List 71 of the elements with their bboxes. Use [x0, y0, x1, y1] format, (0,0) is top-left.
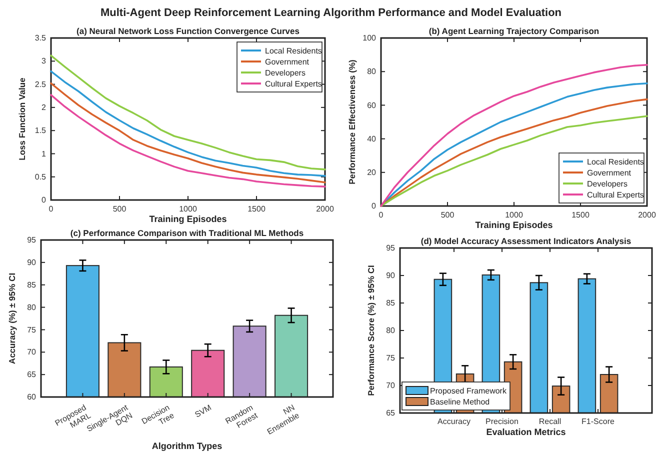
- line-series: [50, 54, 326, 170]
- y-tick-label: 3.5: [34, 34, 47, 43]
- legend-label: Government: [587, 168, 632, 178]
- y-axis-title: Loss Function Value: [17, 77, 27, 160]
- legend-label: Proposed Framework: [430, 386, 508, 396]
- y-tick-label: 60: [27, 392, 37, 402]
- chart-title: (a) Neural Network Loss Function Convergence Curves: [76, 26, 300, 36]
- legend-label: Developers: [587, 180, 628, 188]
- y-tick-label: 75: [386, 354, 396, 363]
- y-tick-label: 70: [27, 348, 37, 357]
- y-tick-label: 65: [386, 408, 396, 418]
- y-axis-title: Performance Score (%) ± 95% CI: [366, 265, 376, 396]
- legend-label: Baseline Method: [430, 398, 490, 406]
- y-tick-label: 3: [42, 56, 47, 66]
- y-tick-label: 80: [27, 302, 37, 312]
- y-tick-label: 95: [27, 236, 37, 245]
- y-axis-title: Performance Effectiveness (%): [347, 59, 357, 184]
- chart-title: (c) Performance Comparison with Traditional ML Methods: [70, 228, 304, 238]
- x-tick-label: 0: [48, 204, 54, 214]
- y-tick-label: 2.5: [34, 80, 47, 89]
- y-tick-label: 85: [27, 280, 37, 290]
- y-tick-label: 70: [386, 381, 396, 390]
- x-tick-label: 0: [378, 210, 384, 220]
- y-tick-label: 100: [362, 34, 377, 43]
- chart-title: (d) Model Accuracy Assessment Indicators Analysis: [420, 236, 632, 246]
- y-tick-label: 20: [367, 168, 377, 177]
- legend-label: Cultural Experts: [587, 190, 644, 200]
- y-tick-label: 80: [367, 67, 377, 76]
- x-tick-label: 2000: [316, 204, 334, 214]
- legend-label: Local Residents: [587, 158, 644, 166]
- x-tick-label: F1-Score: [582, 417, 615, 426]
- line-series: [380, 115, 648, 207]
- x-axis-title: Evaluation Metrics: [486, 427, 566, 437]
- y-tick-label: 0: [42, 196, 47, 205]
- y-tick-label: 2: [42, 102, 47, 112]
- y-tick-label: 90: [27, 258, 37, 267]
- y-tick-label: 40: [367, 134, 377, 144]
- legend-label: Cultural Experts: [265, 80, 322, 88]
- x-axis-title: Training Episodes: [149, 214, 227, 224]
- x-tick-label: 1000: [505, 210, 524, 220]
- chart-title: (b) Agent Learning Trajectory Comparison: [428, 26, 600, 36]
- y-tick-label: 0.5: [34, 172, 47, 182]
- y-tick-label: 75: [27, 325, 37, 334]
- line-series: [50, 70, 326, 177]
- x-tick-label: 1000: [179, 204, 198, 214]
- text: Multi-Agent Deep Reinforcement Learning Algorithm Performance and Model Evaluation: [100, 7, 562, 19]
- y-tick-label: 90: [386, 271, 396, 280]
- y-tick-label: 65: [27, 370, 37, 380]
- y-tick-label: 85: [386, 298, 396, 308]
- x-axis-title: Training Episodes: [475, 220, 553, 230]
- y-tick-label: 1: [42, 149, 47, 158]
- x-axis-title: Algorithm Types: [152, 441, 222, 451]
- x-tick-label: Recall: [538, 417, 562, 426]
- x-tick-label: 500: [440, 210, 455, 220]
- x-tick-label: 500: [112, 204, 127, 214]
- y-tick-label: 60: [367, 100, 377, 110]
- x-tick-label: 1500: [572, 210, 590, 220]
- x-tick-label: Precision: [486, 417, 518, 426]
- x-tick-label: 2000: [638, 210, 656, 220]
- y-axis-title: Accuracy (%) ± 95% CI: [7, 272, 17, 364]
- x-tick-label: Accuracy: [438, 417, 470, 426]
- y-tick-label: 80: [386, 326, 396, 336]
- line-series: [50, 82, 326, 184]
- line-series: [50, 94, 326, 188]
- x-tick-label: SVM: [193, 402, 214, 420]
- legend-label: Developers: [265, 68, 306, 78]
- x-tick-label: 1500: [248, 204, 266, 214]
- legend-label: Local Residents: [265, 46, 322, 56]
- legend-label: Government: [265, 58, 310, 66]
- y-tick-label: 95: [386, 244, 396, 253]
- y-tick-label: 1.5: [34, 126, 47, 136]
